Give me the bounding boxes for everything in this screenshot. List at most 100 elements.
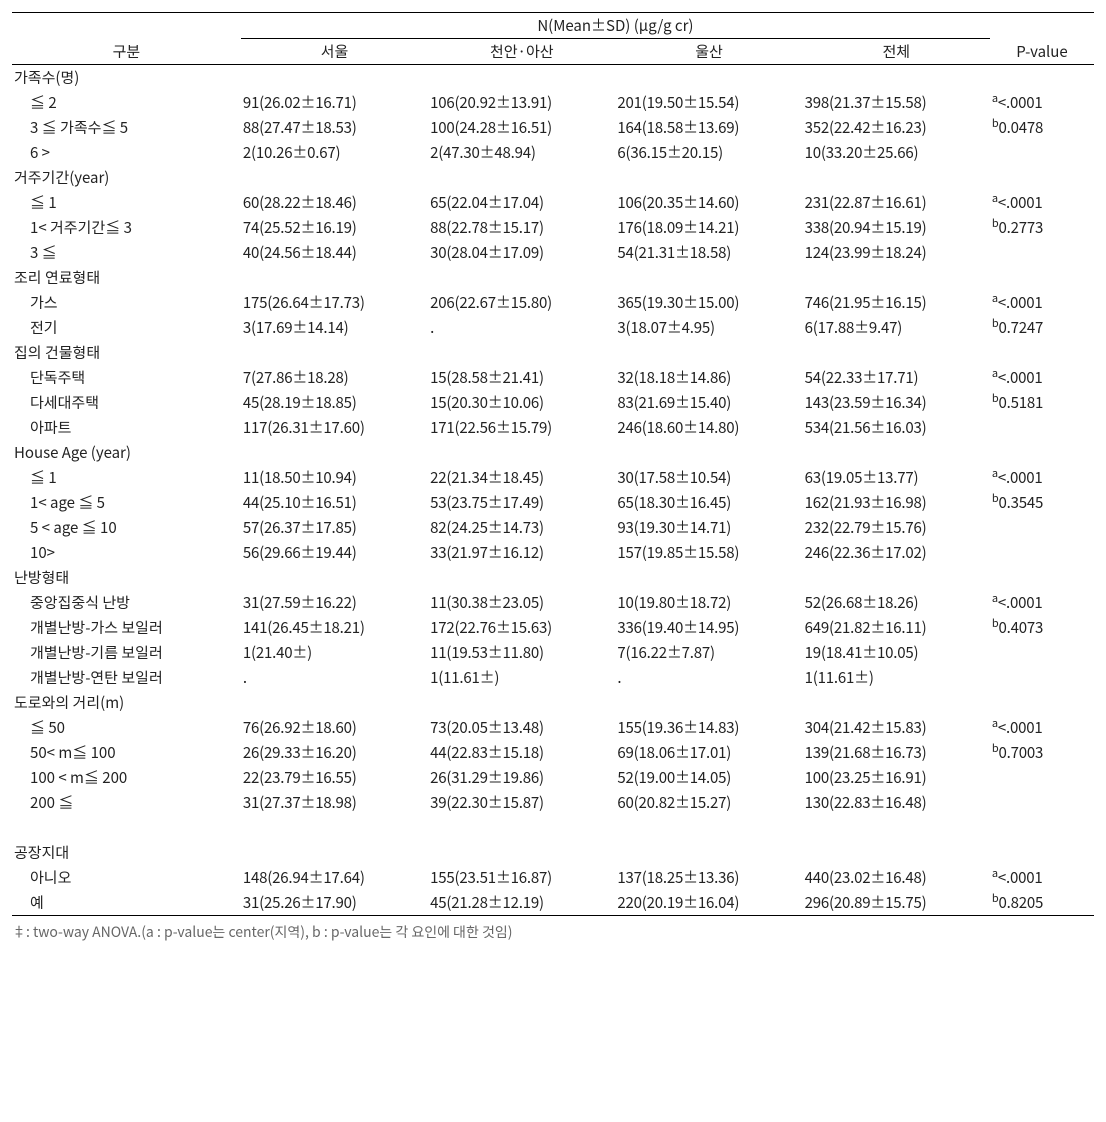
row-label: 아파트 bbox=[12, 415, 241, 440]
data-cell: 124(23.99±18.24) bbox=[803, 240, 990, 265]
pvalue-sup: b bbox=[992, 615, 999, 631]
pvalue-sup: a bbox=[992, 465, 998, 481]
pvalue-sup: b bbox=[992, 490, 999, 506]
data-cell: 30(28.04±17.09) bbox=[428, 240, 615, 265]
data-cell: 32(18.18±14.86) bbox=[615, 365, 802, 390]
row-label: 가스 bbox=[12, 290, 241, 315]
data-cell: 83(21.69±15.40) bbox=[615, 390, 802, 415]
data-cell: 352(22.42±16.23) bbox=[803, 115, 990, 140]
data-cell: 63(19.05±13.77) bbox=[803, 465, 990, 490]
table-row: 중앙집중식 난방31(27.59±16.22)11(30.38±23.05)10… bbox=[12, 590, 1094, 615]
data-cell: 52(26.68±18.26) bbox=[803, 590, 990, 615]
pvalue-sup: a bbox=[992, 865, 998, 881]
table-row: 6 >2(10.26±0.67)2(47.30±48.94)6(36.15±20… bbox=[12, 140, 1094, 165]
pvalue-cell: b0.0478 bbox=[990, 115, 1094, 140]
data-cell: 15(28.58±21.41) bbox=[428, 365, 615, 390]
col-header-cheonan: 천안·아산 bbox=[428, 39, 615, 65]
pvalue-sup: b bbox=[992, 215, 999, 231]
data-cell: 73(20.05±13.48) bbox=[428, 715, 615, 740]
data-cell: 60(28.22±18.46) bbox=[241, 190, 428, 215]
group-label: 집의 건물형태 bbox=[12, 340, 1094, 365]
pvalue-cell: b0.3545 bbox=[990, 490, 1094, 515]
pvalue-cell: a<.0001 bbox=[990, 465, 1094, 490]
data-cell: 143(23.59±16.34) bbox=[803, 390, 990, 415]
table-row: 1< 거주기간≦ 374(25.52±16.19)88(22.78±15.17)… bbox=[12, 215, 1094, 240]
data-cell: 649(21.82±16.11) bbox=[803, 615, 990, 640]
pvalue-cell: b0.2773 bbox=[990, 215, 1094, 240]
table-row: 1< age ≦ 544(25.10±16.51)53(23.75±17.49)… bbox=[12, 490, 1094, 515]
table-row: ≦ 291(26.02±16.71)106(20.92±13.91)201(19… bbox=[12, 90, 1094, 115]
data-cell: 534(21.56±16.03) bbox=[803, 415, 990, 440]
data-cell: 53(23.75±17.49) bbox=[428, 490, 615, 515]
data-cell: 246(18.60±14.80) bbox=[615, 415, 802, 440]
data-cell: 231(22.87±16.61) bbox=[803, 190, 990, 215]
row-label: 개별난방-기름 보일러 bbox=[12, 640, 241, 665]
pvalue-sup: a bbox=[992, 290, 998, 306]
data-cell: 39(22.30±15.87) bbox=[428, 790, 615, 815]
data-cell: 201(19.50±15.54) bbox=[615, 90, 802, 115]
group-label: 도로와의 거리(m) bbox=[12, 690, 1094, 715]
data-cell: 2(47.30±48.94) bbox=[428, 140, 615, 165]
data-cell: 11(18.50±10.94) bbox=[241, 465, 428, 490]
table-row: ≦ 111(18.50±10.94)22(21.34±18.45)30(17.5… bbox=[12, 465, 1094, 490]
table-row: ≦ 5076(26.92±18.60)73(20.05±13.48)155(19… bbox=[12, 715, 1094, 740]
data-cell: 57(26.37±17.85) bbox=[241, 515, 428, 540]
data-cell: 26(31.29±19.86) bbox=[428, 765, 615, 790]
row-label: 예 bbox=[12, 890, 241, 916]
data-cell: 60(20.82±15.27) bbox=[615, 790, 802, 815]
spacer-row bbox=[12, 815, 1094, 840]
table-row: 3 ≦ 가족수≦ 588(27.47±18.53)100(24.28±16.51… bbox=[12, 115, 1094, 140]
table-row: ≦ 160(28.22±18.46)65(22.04±17.04)106(20.… bbox=[12, 190, 1094, 215]
data-cell: 365(19.30±15.00) bbox=[615, 290, 802, 315]
data-cell: 155(19.36±14.83) bbox=[615, 715, 802, 740]
table-row: 단독주택7(27.86±18.28)15(28.58±21.41)32(18.1… bbox=[12, 365, 1094, 390]
data-cell: 176(18.09±14.21) bbox=[615, 215, 802, 240]
pvalue-cell bbox=[990, 515, 1094, 540]
data-cell: 10(19.80±18.72) bbox=[615, 590, 802, 615]
data-cell: 139(21.68±16.73) bbox=[803, 740, 990, 765]
pvalue-cell bbox=[990, 415, 1094, 440]
pvalue-cell bbox=[990, 790, 1094, 815]
table-row: 개별난방-기름 보일러1(21.40±)11(19.53±11.80)7(16.… bbox=[12, 640, 1094, 665]
row-label: 전기 bbox=[12, 315, 241, 340]
table-row: 5 < age ≦ 1057(26.37±17.85)82(24.25±14.7… bbox=[12, 515, 1094, 540]
data-cell: 2(10.26±0.67) bbox=[241, 140, 428, 165]
data-cell: 232(22.79±15.76) bbox=[803, 515, 990, 540]
pvalue-cell: b0.4073 bbox=[990, 615, 1094, 640]
row-label: 10> bbox=[12, 540, 241, 565]
col-header-ulsan: 울산 bbox=[615, 39, 802, 65]
pvalue-sup: a bbox=[992, 590, 998, 606]
data-cell: 31(27.37±18.98) bbox=[241, 790, 428, 815]
pvalue-cell bbox=[990, 140, 1094, 165]
pvalue-cell bbox=[990, 640, 1094, 665]
row-label: 중앙집중식 난방 bbox=[12, 590, 241, 615]
data-cell: 1(11.61±) bbox=[803, 665, 990, 690]
data-cell: 11(30.38±23.05) bbox=[428, 590, 615, 615]
table-row: 아파트117(26.31±17.60)171(22.56±15.79)246(1… bbox=[12, 415, 1094, 440]
data-cell: 76(26.92±18.60) bbox=[241, 715, 428, 740]
data-cell: 65(22.04±17.04) bbox=[428, 190, 615, 215]
pvalue-cell: a<.0001 bbox=[990, 190, 1094, 215]
data-cell: 54(22.33±17.71) bbox=[803, 365, 990, 390]
data-cell: 65(18.30±16.45) bbox=[615, 490, 802, 515]
pvalue-cell: a<.0001 bbox=[990, 90, 1094, 115]
table-body: 가족수(명)≦ 291(26.02±16.71)106(20.92±13.91)… bbox=[12, 65, 1094, 916]
data-cell: 304(21.42±15.83) bbox=[803, 715, 990, 740]
data-cell: 93(19.30±14.71) bbox=[615, 515, 802, 540]
pvalue-cell: a<.0001 bbox=[990, 365, 1094, 390]
data-cell: 155(23.51±16.87) bbox=[428, 865, 615, 890]
row-label: 5 < age ≦ 10 bbox=[12, 515, 241, 540]
data-cell: 157(19.85±15.58) bbox=[615, 540, 802, 565]
data-cell: . bbox=[241, 665, 428, 690]
col-header-pvalue: P-value bbox=[990, 13, 1094, 65]
data-cell: 40(24.56±18.44) bbox=[241, 240, 428, 265]
data-cell: 398(21.37±15.58) bbox=[803, 90, 990, 115]
data-cell: 100(23.25±16.91) bbox=[803, 765, 990, 790]
data-cell: 52(19.00±14.05) bbox=[615, 765, 802, 790]
data-cell: 69(18.06±17.01) bbox=[615, 740, 802, 765]
row-label: 단독주택 bbox=[12, 365, 241, 390]
group-label: 가족수(명) bbox=[12, 65, 1094, 91]
pvalue-sup: a bbox=[992, 715, 998, 731]
pvalue-sup: a bbox=[992, 90, 998, 106]
data-cell: 7(16.22±7.87) bbox=[615, 640, 802, 665]
